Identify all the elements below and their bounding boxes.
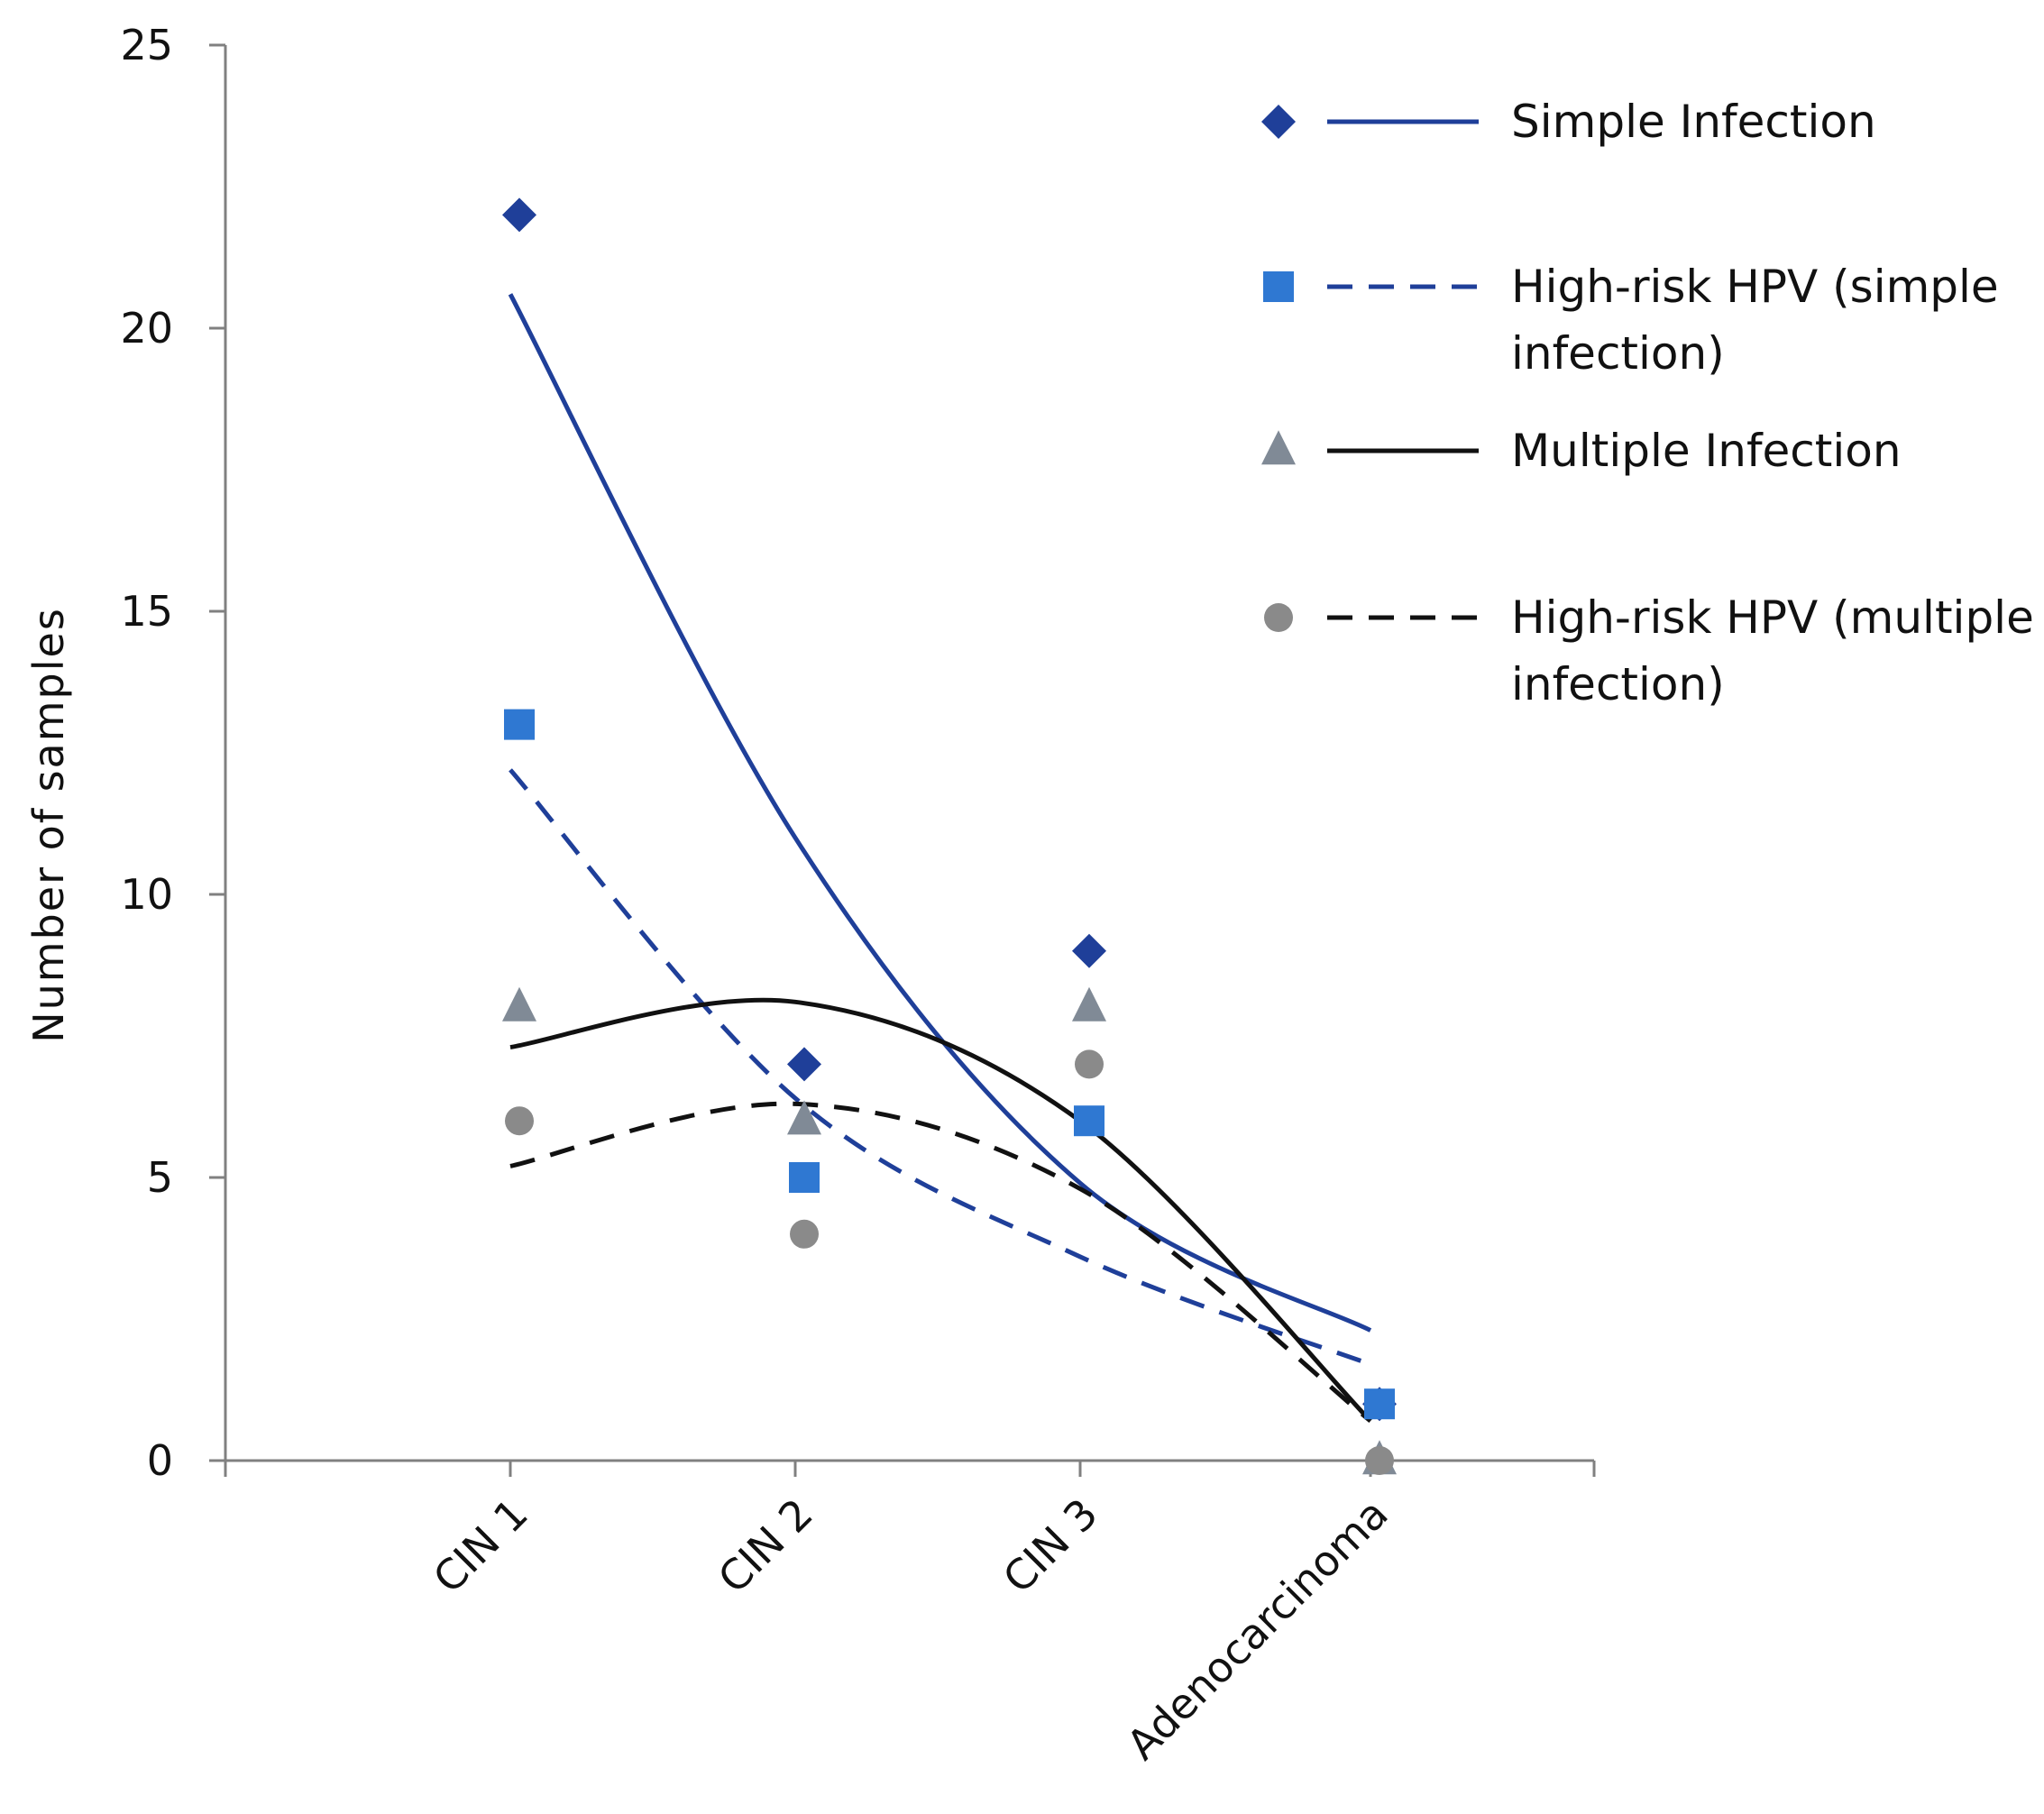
y-tick-label: 20 [120, 304, 173, 353]
data-point-series-1 [787, 1047, 821, 1082]
y-tick-label: 0 [147, 1436, 173, 1485]
x-ticks: CIN 1 CIN 2 CIN 3 Adenocarcinoma [224, 1461, 1596, 1770]
data-point-series-1 [502, 197, 536, 233]
data-point-series-2 [1074, 1105, 1104, 1137]
x-category-label: CIN 1 [424, 1489, 537, 1603]
legend-label: infection) [1511, 658, 1725, 710]
trendline-series-2 [509, 768, 1371, 1367]
x-category-label: CIN 3 [994, 1489, 1107, 1603]
data-point-series-4 [505, 1106, 534, 1136]
plot-area: 0 5 10 15 20 25 CIN 1 CIN 2 CIN 3 Adenocarcinoma [120, 21, 1596, 1770]
data-point-series-3 [787, 1100, 821, 1135]
data-points [502, 197, 1397, 1475]
legend-label: Simple Infection [1511, 96, 1876, 148]
legend: Simple Infection High-risk HPV (simple inf… [1261, 96, 2034, 710]
legend-label: infection) [1511, 327, 1725, 380]
data-point-series-3 [502, 986, 536, 1022]
legend-marker [1263, 271, 1294, 302]
data-point-series-4 [1365, 1446, 1394, 1475]
data-point-series-1 [1072, 933, 1106, 968]
y-tick-label: 15 [120, 587, 173, 636]
y-axis-label: Number of samples [24, 607, 73, 1043]
legend-marker [1264, 603, 1293, 632]
y-tick-label: 5 [147, 1153, 173, 1202]
legend-label: High-risk HPV (simple [1511, 261, 1999, 313]
trendline-series-1 [508, 293, 1372, 1333]
data-point-series-2 [504, 709, 535, 740]
data-point-series-4 [790, 1219, 819, 1249]
data-point-series-4 [1075, 1049, 1104, 1079]
trend-lines [508, 293, 1372, 1423]
trendline-series-4 [509, 1101, 1372, 1423]
trendline-series-3 [509, 997, 1372, 1423]
legend-label: Multiple Infection [1511, 425, 1902, 477]
legend-marker [1261, 430, 1296, 465]
legend-label: High-risk HPV (multiple [1511, 591, 2034, 644]
data-point-series-2 [789, 1162, 820, 1193]
y-ticks: 0 5 10 15 20 25 [120, 21, 225, 1485]
data-point-series-3 [1072, 986, 1106, 1022]
legend-marker [1261, 105, 1296, 139]
y-tick-label: 10 [120, 870, 173, 919]
x-category-label: Adenocarcinoma [1117, 1489, 1398, 1770]
x-category-label: CIN 2 [709, 1489, 822, 1603]
data-point-series-2 [1364, 1388, 1395, 1420]
y-tick-label: 25 [120, 21, 173, 69]
